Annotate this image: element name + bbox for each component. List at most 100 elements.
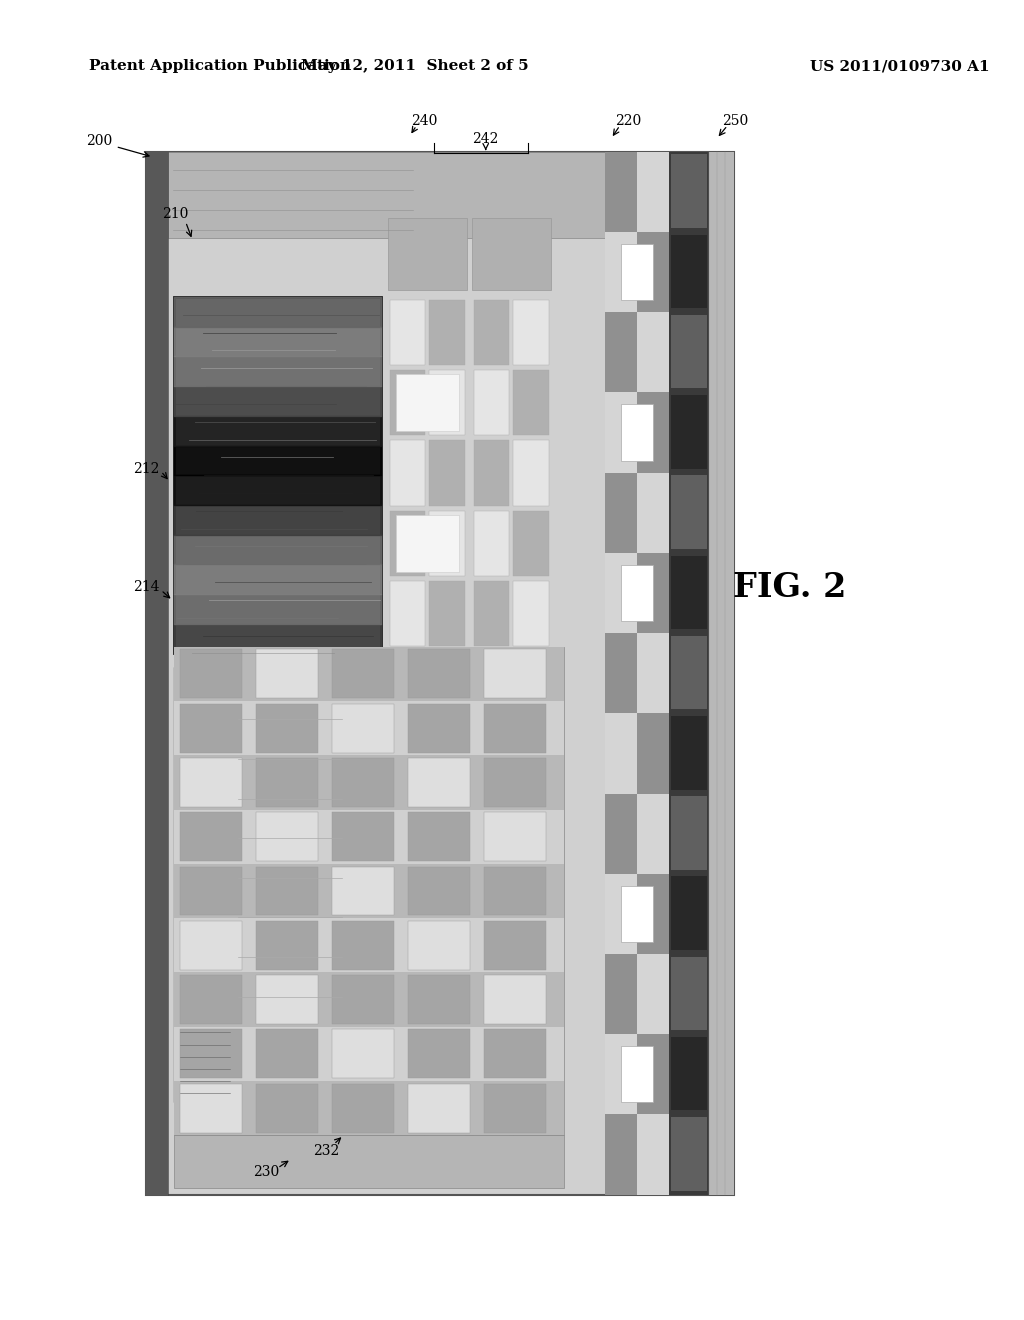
Bar bbox=[256, 1030, 317, 1078]
Bar bbox=[483, 649, 546, 698]
Bar bbox=[670, 152, 709, 1195]
Bar bbox=[390, 792, 426, 858]
Bar bbox=[174, 919, 563, 973]
Bar bbox=[174, 809, 563, 863]
Bar bbox=[390, 581, 426, 647]
Text: 220: 220 bbox=[614, 115, 641, 128]
Text: 240: 240 bbox=[412, 115, 437, 128]
Bar bbox=[390, 1003, 426, 1069]
Bar bbox=[390, 652, 426, 717]
Bar bbox=[605, 553, 637, 634]
Bar bbox=[474, 1003, 509, 1069]
Bar bbox=[513, 1003, 549, 1069]
Text: 230: 230 bbox=[253, 1166, 280, 1179]
Bar bbox=[408, 866, 470, 916]
Bar bbox=[256, 649, 317, 698]
Bar bbox=[513, 511, 549, 576]
Bar bbox=[672, 715, 707, 789]
Bar bbox=[390, 722, 426, 787]
Bar bbox=[179, 812, 242, 861]
Bar bbox=[622, 565, 653, 622]
Bar bbox=[408, 1030, 470, 1078]
Bar bbox=[179, 704, 242, 752]
Text: 232: 232 bbox=[312, 1144, 339, 1158]
Bar bbox=[429, 511, 465, 576]
Text: US 2011/0109730 A1: US 2011/0109730 A1 bbox=[810, 59, 989, 74]
Bar bbox=[332, 812, 394, 861]
Bar bbox=[429, 722, 465, 787]
Bar bbox=[605, 152, 670, 1195]
Bar bbox=[168, 152, 670, 238]
Bar bbox=[513, 1074, 549, 1139]
Bar bbox=[408, 758, 470, 807]
Bar bbox=[474, 792, 509, 858]
Bar bbox=[388, 218, 467, 290]
Bar bbox=[256, 704, 317, 752]
Bar bbox=[513, 792, 549, 858]
Bar bbox=[672, 556, 707, 630]
Bar bbox=[513, 300, 549, 364]
Bar bbox=[637, 313, 670, 392]
Bar bbox=[332, 921, 394, 970]
Text: 210: 210 bbox=[163, 207, 188, 220]
Bar bbox=[332, 758, 394, 807]
Bar bbox=[256, 975, 317, 1024]
Bar bbox=[174, 1081, 563, 1135]
Bar bbox=[429, 652, 465, 717]
Bar bbox=[396, 937, 459, 994]
Bar bbox=[672, 475, 707, 549]
Bar bbox=[672, 1036, 707, 1110]
Bar bbox=[483, 704, 546, 752]
Bar bbox=[474, 581, 509, 647]
Bar bbox=[390, 511, 426, 576]
Bar bbox=[146, 152, 733, 1195]
Bar bbox=[672, 876, 707, 950]
Bar bbox=[390, 933, 426, 998]
Bar bbox=[146, 152, 168, 1195]
Bar bbox=[408, 812, 470, 861]
Bar bbox=[513, 863, 549, 928]
Bar bbox=[637, 713, 670, 793]
Bar bbox=[174, 297, 381, 653]
Bar bbox=[605, 313, 637, 392]
Bar bbox=[637, 1034, 670, 1114]
Text: May 12, 2011  Sheet 2 of 5: May 12, 2011 Sheet 2 of 5 bbox=[301, 59, 528, 74]
Bar bbox=[513, 370, 549, 436]
Bar bbox=[483, 812, 546, 861]
Bar bbox=[474, 652, 509, 717]
Bar bbox=[605, 793, 637, 874]
Bar bbox=[429, 863, 465, 928]
Bar bbox=[179, 866, 242, 916]
Bar bbox=[637, 954, 670, 1034]
Bar bbox=[179, 975, 242, 1024]
Bar bbox=[408, 704, 470, 752]
Bar bbox=[605, 152, 637, 232]
Bar bbox=[637, 473, 670, 553]
Bar bbox=[174, 667, 346, 1102]
Bar bbox=[332, 649, 394, 698]
Bar bbox=[483, 758, 546, 807]
Text: 200: 200 bbox=[86, 135, 112, 148]
Bar bbox=[483, 975, 546, 1024]
Bar bbox=[672, 957, 707, 1030]
Bar bbox=[605, 1034, 637, 1114]
Bar bbox=[637, 1114, 670, 1195]
Text: 212: 212 bbox=[133, 462, 160, 475]
Bar bbox=[256, 758, 317, 807]
Bar bbox=[408, 975, 470, 1024]
Bar bbox=[483, 866, 546, 916]
Bar bbox=[408, 649, 470, 698]
Bar bbox=[256, 812, 317, 861]
Bar bbox=[474, 1074, 509, 1139]
Bar bbox=[474, 933, 509, 998]
Bar bbox=[390, 370, 426, 436]
Bar bbox=[622, 886, 653, 942]
Bar bbox=[174, 647, 563, 1135]
Bar bbox=[513, 441, 549, 506]
Bar bbox=[396, 656, 459, 713]
Bar bbox=[390, 1074, 426, 1139]
Bar bbox=[637, 874, 670, 954]
Bar bbox=[474, 722, 509, 787]
Bar bbox=[637, 553, 670, 634]
Bar bbox=[483, 1084, 546, 1133]
